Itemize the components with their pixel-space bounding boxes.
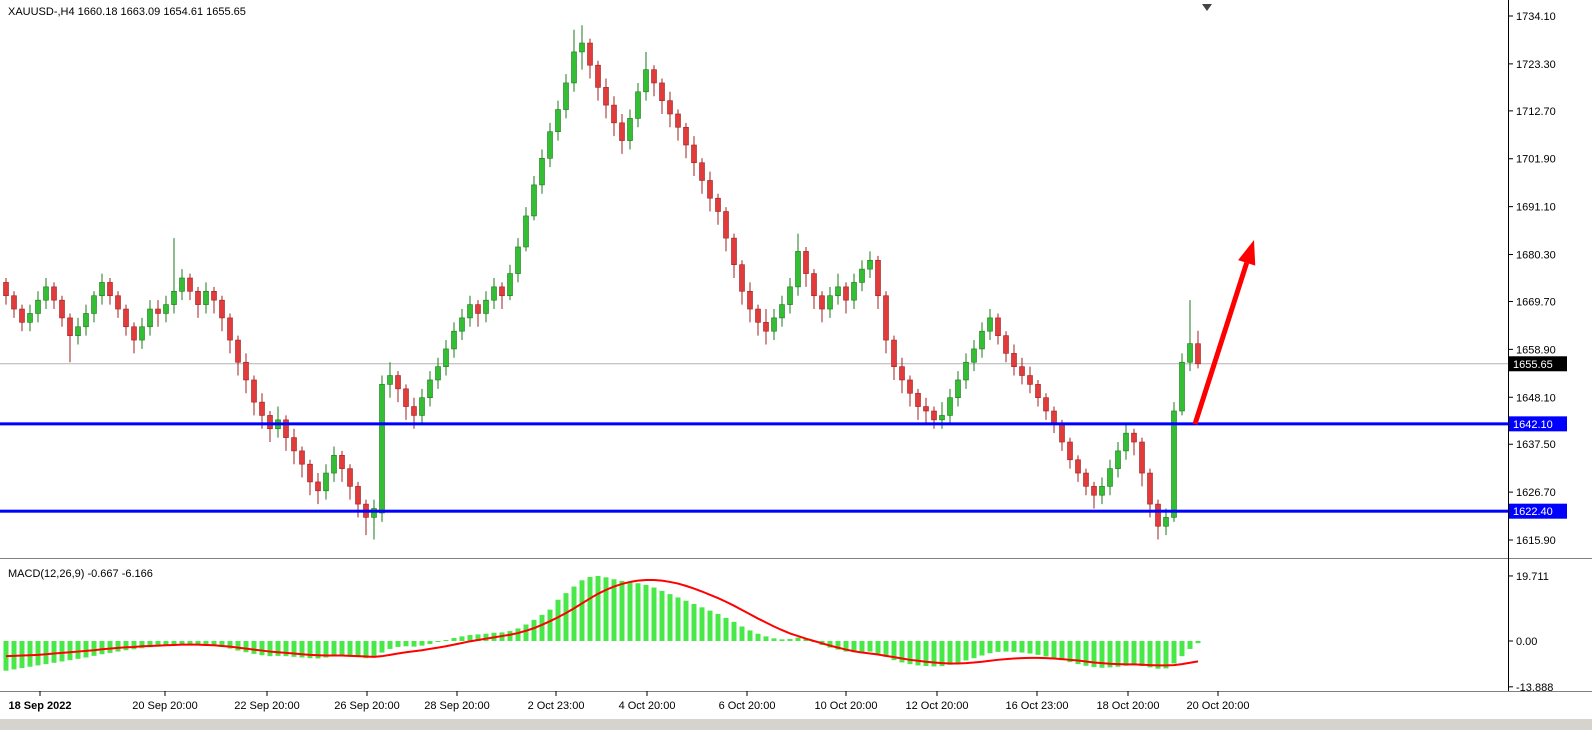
svg-text:1734.10: 1734.10 — [1516, 11, 1556, 23]
macd-indicator-label: MACD(12,26,9) -0.667 -6.166 — [8, 568, 153, 580]
svg-text:22 Sep 20:00: 22 Sep 20:00 — [234, 700, 299, 712]
svg-text:1669.70: 1669.70 — [1516, 296, 1556, 308]
svg-text:18 Sep 2022: 18 Sep 2022 — [9, 700, 72, 712]
level-price-tag — [1509, 416, 1567, 432]
svg-text:1642.10: 1642.10 — [1513, 419, 1553, 431]
svg-text:20 Sep 20:00: 20 Sep 20:00 — [132, 700, 197, 712]
candles-layer — [3, 25, 1201, 540]
svg-text:19.711: 19.711 — [1516, 571, 1549, 583]
chart-title: XAUUSD-,H4 1660.18 1663.09 1654.61 1655.… — [8, 6, 246, 18]
svg-text:1691.10: 1691.10 — [1516, 202, 1556, 214]
price-axis[interactable]: 1734.10 1723.30 1712.70 1701.90 1691.10 1680.… — [1508, 0, 1567, 694]
level-price-tag — [1509, 503, 1567, 519]
macd-signal-line — [5, 578, 1199, 667]
macd-panel — [3, 575, 1201, 671]
svg-text:1712.70: 1712.70 — [1516, 106, 1556, 118]
svg-text:-13.888: -13.888 — [1516, 682, 1553, 694]
current-price-tag — [1509, 356, 1567, 372]
svg-text:18 Oct 20:00: 18 Oct 20:00 — [1097, 700, 1160, 712]
window-bottom-strip — [0, 719, 1592, 730]
svg-text:1680.30: 1680.30 — [1516, 250, 1556, 262]
svg-text:20 Oct 20:00: 20 Oct 20:00 — [1187, 700, 1250, 712]
horizontal-level-line-1642.10[interactable] — [0, 422, 1508, 426]
svg-text:10 Oct 20:00: 10 Oct 20:00 — [815, 700, 878, 712]
svg-text:12 Oct 20:00: 12 Oct 20:00 — [906, 700, 969, 712]
svg-text:1655.65: 1655.65 — [1513, 359, 1553, 371]
svg-text:6 Oct 20:00: 6 Oct 20:00 — [719, 700, 776, 712]
svg-text:1622.40: 1622.40 — [1513, 506, 1553, 518]
horizontal-level-line-1622.40[interactable] — [0, 509, 1508, 513]
chart-shift-marker[interactable] — [1202, 4, 1212, 11]
svg-text:1701.90: 1701.90 — [1516, 154, 1556, 166]
svg-text:4 Oct 20:00: 4 Oct 20:00 — [619, 700, 676, 712]
svg-text:28 Sep 20:00: 28 Sep 20:00 — [424, 700, 489, 712]
svg-text:1615.90: 1615.90 — [1516, 535, 1556, 547]
panel-separator-top[interactable] — [0, 558, 1592, 559]
svg-text:1658.90: 1658.90 — [1516, 344, 1556, 356]
time-axis[interactable]: 18 Sep 2022 20 Sep 20:00 22 Sep 20:00 26 Se… — [9, 691, 1250, 712]
svg-text:1637.50: 1637.50 — [1516, 439, 1556, 451]
svg-text:1648.10: 1648.10 — [1516, 392, 1556, 404]
svg-text:2 Oct 23:00: 2 Oct 23:00 — [528, 700, 585, 712]
svg-text:1723.30: 1723.30 — [1516, 59, 1556, 71]
trend-arrow[interactable] — [1192, 240, 1256, 425]
svg-text:0.00: 0.00 — [1516, 636, 1537, 648]
svg-text:1626.70: 1626.70 — [1516, 487, 1556, 499]
svg-text:26 Sep 20:00: 26 Sep 20:00 — [334, 700, 399, 712]
svg-text:16 Oct 23:00: 16 Oct 23:00 — [1006, 700, 1069, 712]
panel-separator-bottom[interactable] — [0, 691, 1592, 692]
main-chart-panel[interactable] — [0, 25, 1508, 540]
